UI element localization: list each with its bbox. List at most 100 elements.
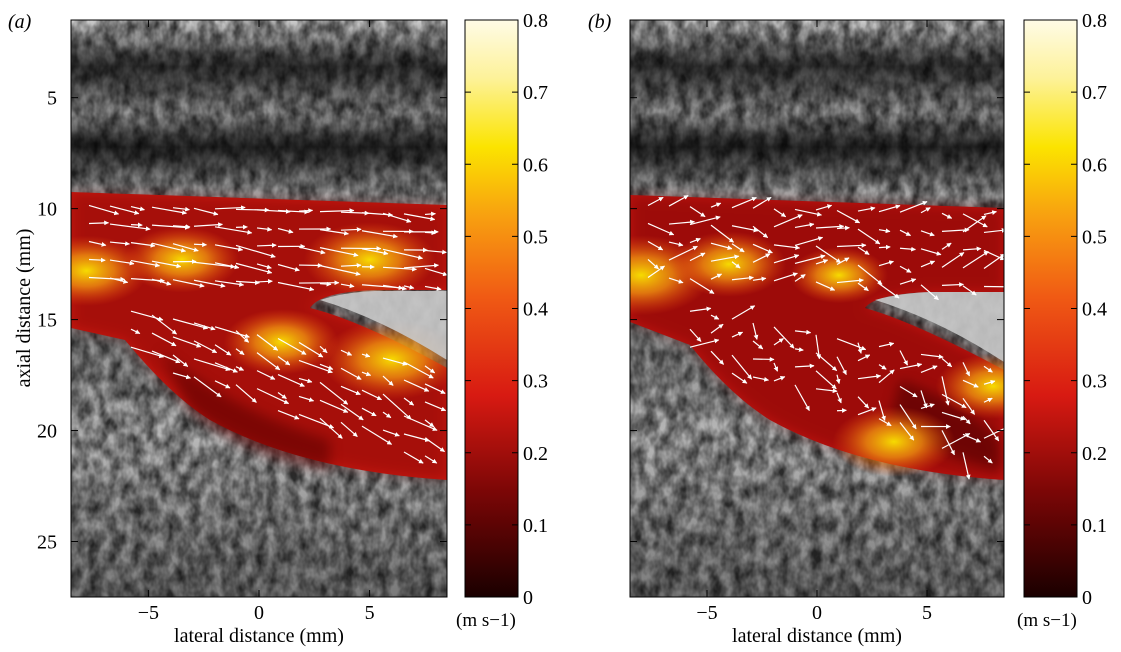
velocity-vector-a xyxy=(130,222,143,228)
y-tick-label-a: 25 xyxy=(37,532,57,554)
velocity-vector-a xyxy=(214,244,244,252)
velocity-vector-a xyxy=(214,262,240,270)
velocity-vector-a xyxy=(130,260,161,268)
velocity-vector-a xyxy=(424,365,436,374)
colorbar-tick-label-b: 0.6 xyxy=(1082,154,1107,176)
velocity-vector-a xyxy=(256,226,273,232)
velocity-vector-b xyxy=(857,228,881,245)
velocity-vector-b xyxy=(962,397,976,415)
velocity-vector-a xyxy=(277,356,291,366)
velocity-vector-b xyxy=(815,370,837,390)
velocity-vector-b xyxy=(962,285,977,296)
velocity-vector-b xyxy=(920,260,936,268)
velocity-vector-a xyxy=(298,377,313,384)
velocity-vector-b xyxy=(899,200,928,213)
velocity-vector-a xyxy=(277,409,300,420)
velocity-vector-a xyxy=(403,284,415,290)
velocity-vector-a xyxy=(403,397,415,406)
velocity-vector-b xyxy=(920,390,928,409)
velocity-vector-b xyxy=(815,204,833,211)
velocity-vector-b xyxy=(920,284,939,301)
colorbar-a-bar xyxy=(464,19,519,598)
velocity-vector-b xyxy=(920,230,935,237)
velocity-vector-b xyxy=(773,376,786,382)
colorbar-tick-label-a: 0 xyxy=(523,587,533,609)
velocity-vector-a xyxy=(193,222,223,228)
velocity-vector-b xyxy=(983,397,993,403)
velocity-hotspot-b xyxy=(935,353,1004,419)
velocity-vector-a xyxy=(235,262,273,275)
velocity-vector-b xyxy=(731,331,744,338)
velocity-vector-b xyxy=(899,229,911,237)
velocity-vector-a xyxy=(256,263,272,270)
velocity-vector-b xyxy=(857,373,882,380)
velocity-vector-b xyxy=(710,323,724,334)
colorbar-b-bar xyxy=(1023,19,1078,598)
velocity-vector-a xyxy=(172,279,205,288)
velocity-vector-b xyxy=(731,372,748,384)
panel-label-b: (b) xyxy=(588,11,612,33)
velocity-vector-a xyxy=(424,419,435,428)
velocity-vector-a xyxy=(403,213,436,222)
velocity-vector-b xyxy=(857,342,863,354)
velocity-vector-b xyxy=(899,350,909,366)
velocity-vector-a xyxy=(151,206,187,215)
velocity-vector-b xyxy=(836,210,861,224)
velocity-vector-b xyxy=(731,354,753,380)
x-axis-label-b: lateral distance (mm) xyxy=(732,625,902,647)
velocity-vector-b xyxy=(836,356,847,376)
velocity-vector-b xyxy=(836,278,864,284)
velocity-vector-b xyxy=(857,407,877,416)
velocity-vector-b xyxy=(794,347,804,352)
velocity-vector-a xyxy=(319,247,359,258)
velocity-vector-a xyxy=(298,359,333,374)
velocity-vector-a xyxy=(424,401,447,412)
velocity-vector-b xyxy=(794,236,824,246)
velocity-vector-b xyxy=(962,213,988,228)
velocity-vector-b xyxy=(794,363,815,369)
velocity-vector-b xyxy=(941,432,971,449)
velocity-vector-b xyxy=(857,206,876,212)
colorbar-tick-label-a: 0.3 xyxy=(523,371,548,393)
velocity-vector-a xyxy=(151,224,190,230)
colorbar-tick-label-a: 0.5 xyxy=(523,226,548,248)
velocity-vector-b xyxy=(899,422,915,441)
velocity-vector-b xyxy=(941,376,950,406)
velocity-vector-a xyxy=(403,263,439,269)
velocity-vector-b xyxy=(752,225,769,239)
velocity-vector-b xyxy=(878,260,894,267)
velocity-vector-b xyxy=(983,426,1004,439)
velocity-vector-a xyxy=(403,415,438,431)
velocity-vector-a xyxy=(277,281,315,292)
colorbar-tick-label-b: 0.5 xyxy=(1082,226,1107,248)
velocity-vector-b xyxy=(689,338,720,348)
velocity-vector-a xyxy=(235,280,260,285)
velocity-vector-b xyxy=(731,305,756,320)
velocity-vector-a xyxy=(424,285,442,291)
velocity-vector-b xyxy=(962,246,982,252)
velocity-vector-a xyxy=(172,224,191,230)
velocity-vector-b xyxy=(647,259,659,270)
velocity-vector-b xyxy=(941,282,964,288)
velocity-vector-b xyxy=(941,227,970,233)
velocity-vector-b xyxy=(647,196,664,207)
velocity-vector-b xyxy=(668,245,698,261)
velocity-vector-a xyxy=(319,265,361,276)
velocity-vector-a xyxy=(340,262,362,268)
velocity-vector-b xyxy=(689,215,721,226)
velocity-vector-b xyxy=(899,265,912,273)
velocity-vector-a xyxy=(172,206,190,212)
colorbar-tick-label-a: 0.7 xyxy=(523,82,548,104)
velocity-vector-b xyxy=(962,415,971,425)
velocity-vector-b xyxy=(941,393,967,409)
velocity-vector-b xyxy=(899,362,923,370)
velocity-vector-b xyxy=(983,228,1004,234)
velocity-vector-b xyxy=(752,243,773,254)
velocity-vector-a xyxy=(256,242,277,248)
velocity-vector-b xyxy=(668,277,684,284)
velocity-vector-a xyxy=(340,385,361,396)
velocity-vector-b xyxy=(710,254,740,262)
colorbar-tick-label-b: 0 xyxy=(1082,587,1092,609)
velocity-vector-a xyxy=(151,332,177,347)
